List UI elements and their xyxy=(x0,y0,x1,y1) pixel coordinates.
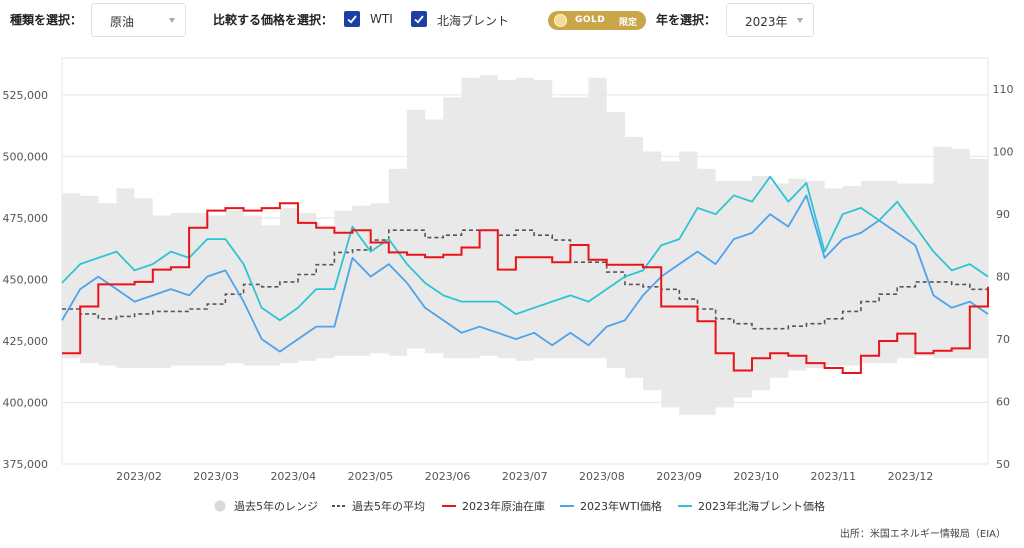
y-left-tick-label: 375,000 xyxy=(3,458,49,471)
legend-label: 2023年WTI価格 xyxy=(580,499,662,513)
x-tick-label: 2023/11 xyxy=(810,470,856,483)
y-left-tick-label: 475,000 xyxy=(3,212,49,225)
year-select-label: 年を選択： xyxy=(656,13,717,27)
brent-checkbox-label: 北海ブレント xyxy=(437,14,510,28)
y-right-tick-label: 100 xyxy=(993,146,1014,159)
y-left-tick-label: 425,000 xyxy=(3,335,49,348)
x-tick-label: 2023/03 xyxy=(193,470,239,483)
y-right-tick-label: 110 xyxy=(993,83,1014,96)
x-tick-label: 2023/07 xyxy=(502,470,548,483)
brent-price-line xyxy=(61,175,989,322)
y-left-tick-label: 400,000 xyxy=(3,396,49,409)
brent-checkbox[interactable] xyxy=(411,11,427,27)
legend-swatch-range xyxy=(214,500,226,512)
x-tick-label: 2023/04 xyxy=(270,470,316,483)
legend-label: 2023年原油在庫 xyxy=(462,499,545,513)
x-tick-label: 2023/12 xyxy=(888,470,934,483)
gold-coin-icon xyxy=(554,14,567,27)
x-tick-label: 2023/02 xyxy=(116,470,162,483)
gold-badge-limited: 限定 xyxy=(619,18,638,28)
y-right-tick-label: 50 xyxy=(996,458,1010,471)
y-right-tick-label: 80 xyxy=(996,271,1010,284)
gold-badge-text: GOLD xyxy=(575,15,606,25)
x-tick-label: 2023/08 xyxy=(579,470,625,483)
check-icon xyxy=(347,15,357,24)
x-tick-label: 2023/10 xyxy=(733,470,779,483)
wti-checkbox-label: WTI xyxy=(370,12,393,26)
wti-price-line xyxy=(61,194,989,353)
compare-select-label: 比較する価格を選択： xyxy=(213,13,334,27)
y-right-tick-label: 70 xyxy=(996,333,1010,346)
type-select[interactable]: 原油 xyxy=(91,3,186,37)
legend-label: 2023年北海ブレント価格 xyxy=(698,499,825,513)
y-left-tick-label: 500,000 xyxy=(3,150,49,163)
y-right-tick-label: 90 xyxy=(996,208,1010,221)
type-select-label: 種類を選択： xyxy=(10,13,83,27)
year-select[interactable]: 2023年 xyxy=(726,3,814,37)
gold-limited-badge: GOLD 限定 xyxy=(548,11,646,30)
y-left-tick-label: 450,000 xyxy=(3,273,49,286)
chevron-down-icon xyxy=(169,18,175,23)
x-tick-label: 2023/05 xyxy=(348,470,394,483)
legend-label: 過去5年のレンジ xyxy=(234,499,318,513)
y-left-tick-label: 525,000 xyxy=(3,89,49,102)
legend-label: 過去5年の平均 xyxy=(352,499,425,513)
y-right-tick-label: 60 xyxy=(996,396,1010,409)
chevron-down-icon xyxy=(797,18,803,23)
type-select-value: 原油 xyxy=(110,15,135,29)
inventory-2023-line xyxy=(62,202,989,374)
source-note: 出所：米国エネルギー情報局（EIA） xyxy=(839,529,1006,540)
check-icon xyxy=(414,15,424,24)
five-year-range-band xyxy=(62,75,988,415)
x-tick-label: 2023/09 xyxy=(656,470,702,483)
five-year-average-line xyxy=(62,229,989,330)
x-tick-label: 2023/06 xyxy=(425,470,471,483)
year-select-value: 2023年 xyxy=(745,15,788,29)
inventory-price-chart: 375,000 400,000 425,000 450,000 475,000 500,0… xyxy=(3,57,1014,513)
wti-checkbox[interactable] xyxy=(344,11,360,27)
control-bar: 種類を選択： 原油 比較する価格を選択： WTI 北海ブレント GOLD 限定 … xyxy=(0,0,1024,44)
